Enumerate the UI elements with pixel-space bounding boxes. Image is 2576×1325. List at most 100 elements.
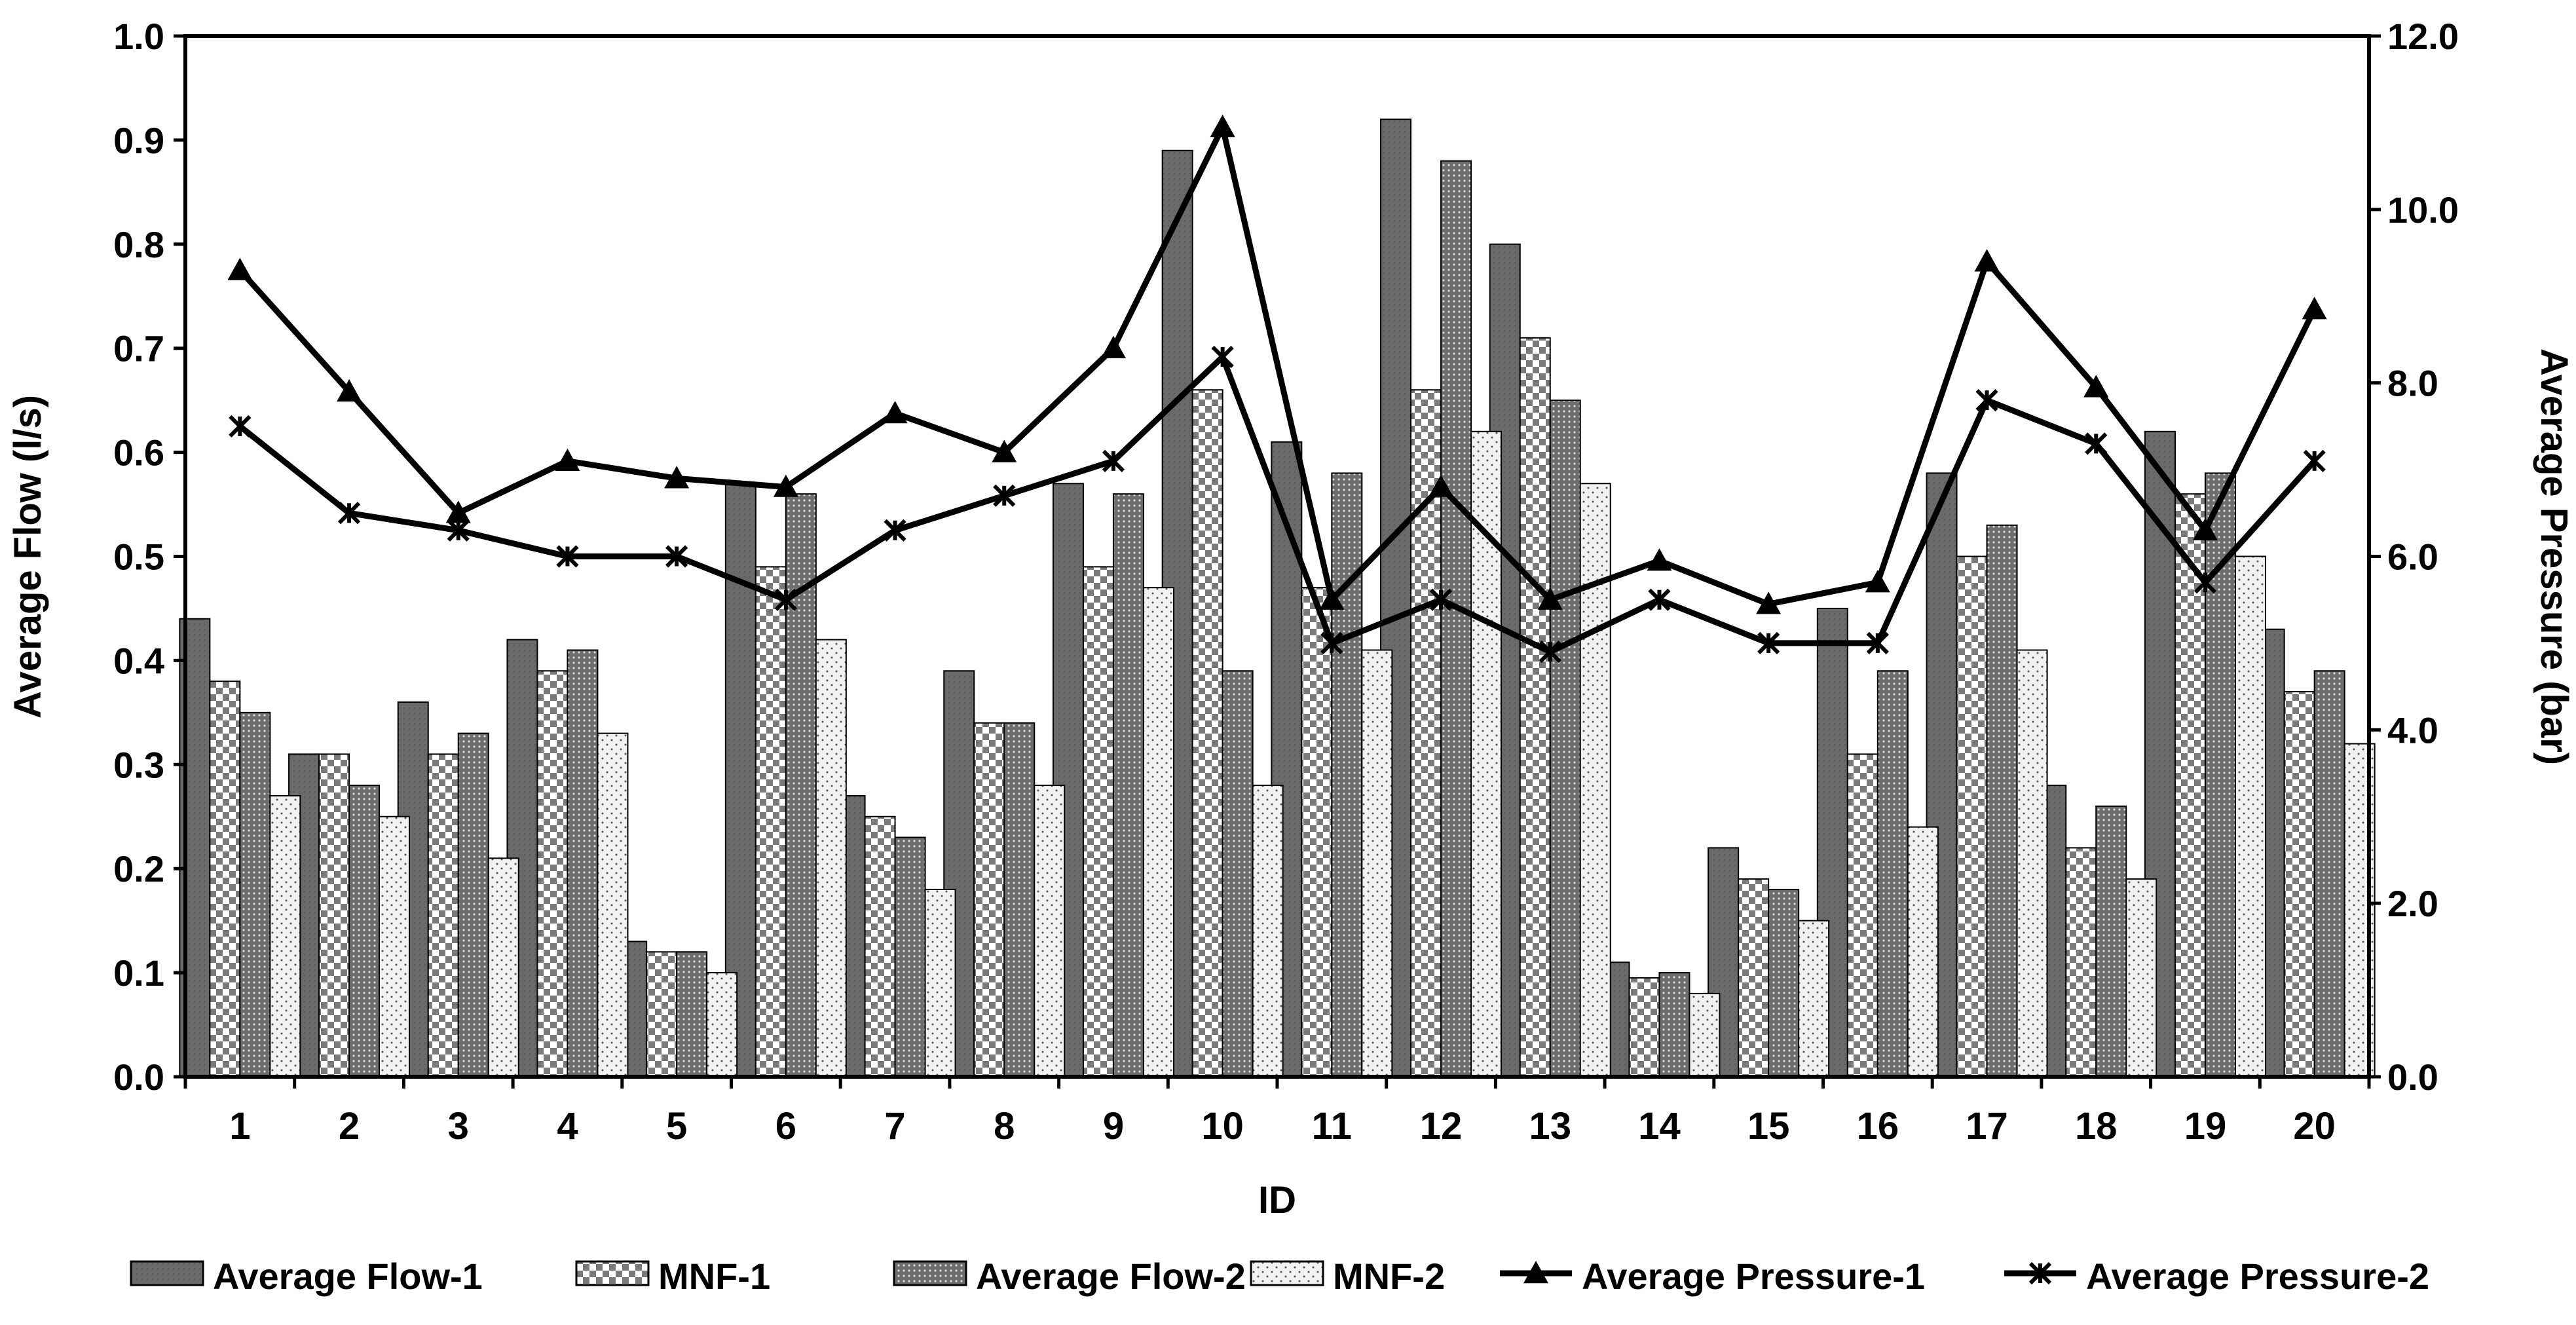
bar-mnf-2-11 [1362,650,1392,1077]
bar-average-flow-2-11 [1332,473,1362,1077]
bar-average-flow-2-7 [895,838,925,1077]
legend-swatch-mnf-1 [576,1261,648,1285]
x-tick-label: 9 [1103,1105,1124,1148]
bar-average-flow-2-15 [1768,889,1799,1077]
bar-average-flow-2-8 [1004,723,1034,1077]
bar-mnf-2-3 [489,858,519,1077]
bar-mnf-1-18 [2066,848,2096,1077]
legend: Average Flow-1 MNF-1 Average Flow-2 MNF-2 Av… [131,1256,2429,1297]
right-tick-label: 0.0 [2387,1056,2438,1098]
left-tick-label: 0.0 [113,1056,164,1098]
legend-swatch-average-pressure-2 [2004,1263,2076,1283]
legend-label-average-pressure-1: Average Pressure-1 [1582,1256,1925,1297]
x-tick-label: 6 [775,1105,796,1148]
x-tick-label: 16 [1857,1105,1899,1148]
bar-mnf-1-11 [1301,588,1332,1077]
legend-swatch-average-pressure-1 [1500,1261,1572,1283]
bar-mnf-1-9 [1083,567,1113,1077]
x-tick-label: 4 [557,1105,578,1148]
bar-mnf-2-9 [1144,588,1174,1077]
y-axis-label: Average Flow (l/s) [7,395,49,718]
bar-mnf-1-16 [1848,754,1878,1077]
x-tick-label: 1 [229,1105,250,1148]
left-tick-label: 0.9 [113,120,164,161]
bar-mnf-2-18 [2126,879,2156,1077]
marker-average-pressure-1-9 [1101,336,1126,358]
left-tick-label: 0.4 [113,640,164,681]
legend-label-average-pressure-2: Average Pressure-2 [2086,1256,2429,1297]
bar-mnf-1-13 [1520,338,1550,1077]
left-tick-label: 0.8 [113,224,164,265]
bar-mnf-2-12 [1471,432,1501,1077]
bar-mnf-1-3 [428,754,458,1077]
bar-average-flow-2-9 [1113,494,1144,1077]
right-axis-ticks: 0.0 2.0 4.0 6.0 8.0 10.0 12.0 [2369,16,2459,1098]
bar-average-flow-2-2 [349,785,379,1077]
right-tick-label: 4.0 [2387,709,2438,751]
x-tick-label: 10 [1201,1105,1244,1148]
marker-average-pressure-1-7 [883,401,908,423]
x-tick-label: 15 [1747,1105,1790,1148]
bar-mnf-2-15 [1799,921,1829,1077]
left-tick-label: 0.3 [113,744,164,785]
left-tick-label: 0.2 [113,848,164,889]
legend-label-mnf-1: MNF-1 [658,1256,770,1297]
bar-average-flow-2-3 [458,734,489,1077]
bar-mnf-2-1 [270,796,300,1077]
x-tick-label: 5 [666,1105,687,1148]
x-tick-label: 19 [2184,1105,2227,1148]
bar-mnf-2-13 [1580,483,1611,1077]
marker-average-pressure-2-1 [230,417,250,436]
bar-average-flow-2-14 [1659,973,1689,1077]
x-tick-label: 13 [1529,1105,1571,1148]
bar-mnf-1-8 [974,723,1004,1077]
bar-mnf-1-10 [1193,390,1223,1077]
right-tick-label: 6.0 [2387,536,2438,578]
legend-swatch-average-flow-1 [131,1261,203,1285]
bar-mnf-2-19 [2235,557,2266,1077]
bar-mnf-2-10 [1253,785,1283,1077]
bar-average-flow-2-5 [677,952,707,1077]
bar-average-flow-2-12 [1441,161,1471,1077]
bar-average-flow-2-4 [567,650,597,1077]
bar-average-flow-2-18 [2096,806,2126,1077]
right-tick-label: 10.0 [2387,189,2459,231]
x-tick-label: 17 [1966,1105,2008,1148]
left-axis-ticks: 0.00.10.20.30.40.50.60.70.80.91.0 [113,16,185,1098]
bar-mnf-2-5 [707,973,737,1077]
right-tick-label: 12.0 [2387,16,2459,57]
left-tick-label: 0.6 [113,432,164,474]
x-axis-ticks: 1 2 3 4 5 6 7 8 9 10 11 12 13 14 15 16 17 18 19 20 [185,1077,2369,1148]
bar-mnf-1-20 [2285,692,2315,1077]
bar-average-flow-2-10 [1223,671,1253,1077]
bar-mnf-2-6 [816,640,846,1077]
bar-average-flow-2-17 [1987,525,2017,1077]
x-tick-label: 20 [2293,1105,2336,1148]
bar-mnf-2-17 [2017,650,2047,1077]
x-tick-label: 7 [884,1105,905,1148]
bar-average-flow-2-16 [1878,671,1908,1077]
x-tick-label: 14 [1638,1105,1681,1148]
marker-average-pressure-1-10 [1210,115,1235,137]
bar-mnf-1-6 [756,567,786,1077]
legend-swatch-mnf-2 [1251,1261,1323,1285]
x-tick-label: 8 [994,1105,1015,1148]
bar-mnf-2-16 [1908,827,1938,1077]
bar-mnf-1-15 [1738,879,1768,1077]
left-tick-label: 0.1 [113,952,164,994]
legend-label-average-flow-1: Average Flow-1 [213,1256,483,1297]
bar-mnf-1-5 [646,952,677,1077]
x-tick-label: 11 [1312,1105,1352,1148]
bar-mnf-1-14 [1629,978,1659,1077]
bar-mnf-2-4 [597,734,627,1077]
marker-average-pressure-2-10 [1213,347,1233,367]
x-tick-label: 2 [339,1105,360,1148]
bar-mnf-2-8 [1034,785,1064,1077]
bar-average-flow-2-1 [240,713,270,1077]
bar-mnf-1-7 [865,817,895,1077]
marker-average-pressure-1-14 [1647,548,1671,570]
left-tick-label: 0.7 [113,328,164,369]
bar-average-flow-2-13 [1550,400,1580,1077]
marker-average-pressure-1-20 [2302,297,2327,319]
left-tick-label: 0.5 [113,536,164,578]
